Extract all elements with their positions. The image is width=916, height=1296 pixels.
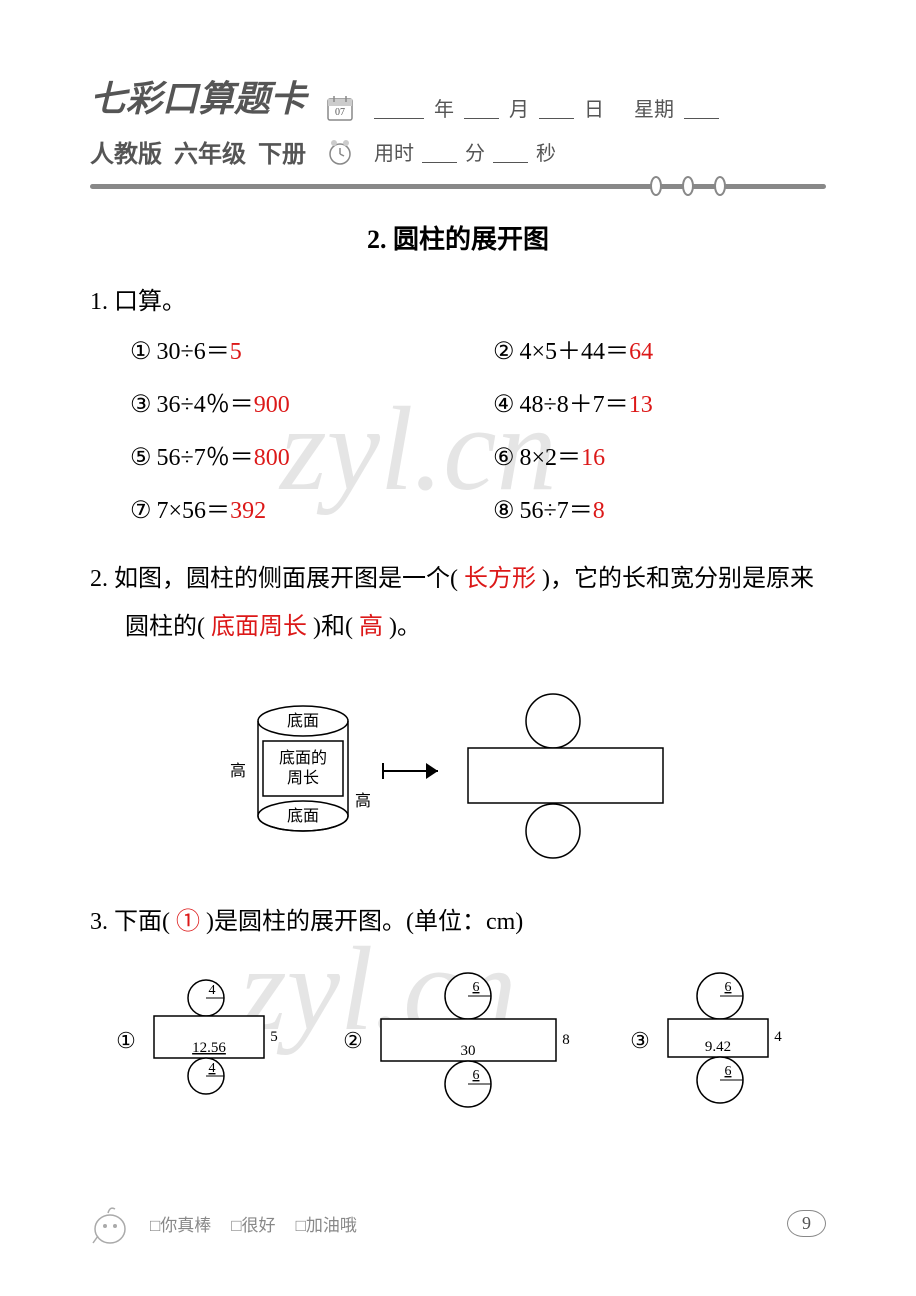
mascot-icon — [90, 1201, 130, 1246]
rate-good[interactable]: □很好 — [231, 1211, 275, 1236]
svg-text:高: 高 — [355, 792, 371, 810]
year-label: 年 — [434, 93, 454, 122]
calc-item: ②4×5＋44＝64 — [493, 331, 826, 366]
svg-text:07: 07 — [335, 107, 345, 118]
page-header: 七彩口算题卡 07 年 月 日 星期 — [90, 70, 826, 189]
svg-text:周长: 周长 — [287, 769, 319, 787]
q3-options: ① 4 12.56 5 4 ② 6 — [90, 971, 826, 1111]
question-2: 2. 如图，圆柱的侧面展开图是一个( 长方形 )，它的长和宽分别是原来圆柱的( … — [90, 555, 826, 861]
edition-label: 人教版 六年级 下册 — [90, 134, 306, 169]
option-1: ① 4 12.56 5 4 — [116, 976, 291, 1106]
calendar-icon: 07 — [326, 94, 354, 122]
svg-text:6: 6 — [472, 1068, 479, 1083]
calc-item: ④48÷8＋7＝13 — [493, 384, 826, 419]
calc-item: ⑧56÷7＝8 — [493, 490, 826, 525]
month-label: 月 — [509, 93, 529, 122]
calc-item: ①30÷6＝5 — [130, 331, 463, 366]
min-blank[interactable] — [422, 141, 457, 163]
svg-text:5: 5 — [270, 1029, 278, 1045]
page-number: 9 — [787, 1210, 826, 1237]
svg-text:底面: 底面 — [287, 807, 319, 825]
header-divider — [90, 184, 826, 189]
q2-diagram: 底面 底面 底面的 周长 高 高 — [90, 691, 826, 861]
clock-icon — [326, 138, 354, 166]
month-blank[interactable] — [464, 97, 499, 119]
svg-text:12.56: 12.56 — [192, 1040, 226, 1056]
q2-text: 2. 如图，圆柱的侧面展开图是一个( 长方形 )，它的长和宽分别是原来圆柱的( … — [125, 555, 826, 651]
calc-grid: ①30÷6＝5 ②4×5＋44＝64 ③36÷4％＝900 ④48÷8＋7＝13… — [90, 331, 826, 525]
svg-text:底面: 底面 — [287, 712, 319, 730]
sec-label: 秒 — [536, 137, 556, 166]
question-3: 3. 下面( ① )是圆柱的展开图。(单位：cm) ① 4 12.56 5 4 — [90, 901, 826, 1111]
svg-text:30: 30 — [460, 1043, 475, 1059]
svg-text:6: 6 — [472, 980, 479, 995]
day-label: 日 — [584, 93, 604, 122]
sec-blank[interactable] — [493, 141, 528, 163]
min-label: 分 — [465, 137, 485, 166]
calc-item: ⑤56÷7％＝800 — [130, 437, 463, 472]
q1-label: 1. 口算。 — [90, 281, 826, 316]
calc-item: ⑦7×56＝392 — [130, 490, 463, 525]
svg-text:4: 4 — [208, 1061, 215, 1076]
svg-text:4: 4 — [208, 983, 215, 998]
date-fields: 年 月 日 星期 — [374, 93, 719, 122]
svg-text:高: 高 — [230, 762, 246, 780]
rate-great[interactable]: □你真棒 — [150, 1211, 211, 1236]
time-label: 用时 — [374, 137, 414, 166]
rating-row: □你真棒 □很好 □加油哦 — [90, 1201, 357, 1246]
year-blank[interactable] — [374, 97, 424, 119]
svg-text:6: 6 — [724, 1064, 731, 1079]
section-title: 2. 圆柱的展开图 — [90, 219, 826, 256]
timer-fields: 用时 分 秒 — [374, 137, 556, 166]
rate-tryhard[interactable]: □加油哦 — [296, 1211, 357, 1236]
question-1: 1. 口算。 ①30÷6＝5 ②4×5＋44＝64 ③36÷4％＝900 ④48… — [90, 281, 826, 525]
svg-text:8: 8 — [562, 1032, 570, 1048]
weekday-blank[interactable] — [684, 97, 719, 119]
svg-text:4: 4 — [774, 1029, 782, 1045]
option-2: ② 6 30 8 6 — [343, 971, 578, 1111]
calc-item: ⑥8×2＝16 — [493, 437, 826, 472]
svg-text:底面的: 底面的 — [279, 749, 327, 767]
brand-title: 七彩口算题卡 — [90, 70, 306, 122]
q3-text: 3. 下面( ① )是圆柱的展开图。(单位：cm) — [90, 901, 826, 936]
page-footer: □你真棒 □很好 □加油哦 9 — [90, 1201, 826, 1246]
option-3: ③ 6 9.42 4 6 — [630, 971, 800, 1111]
calc-item: ③36÷4％＝900 — [130, 384, 463, 419]
weekday-label: 星期 — [634, 93, 674, 122]
day-blank[interactable] — [539, 97, 574, 119]
svg-text:9.42: 9.42 — [705, 1039, 731, 1055]
svg-text:6: 6 — [724, 980, 731, 995]
